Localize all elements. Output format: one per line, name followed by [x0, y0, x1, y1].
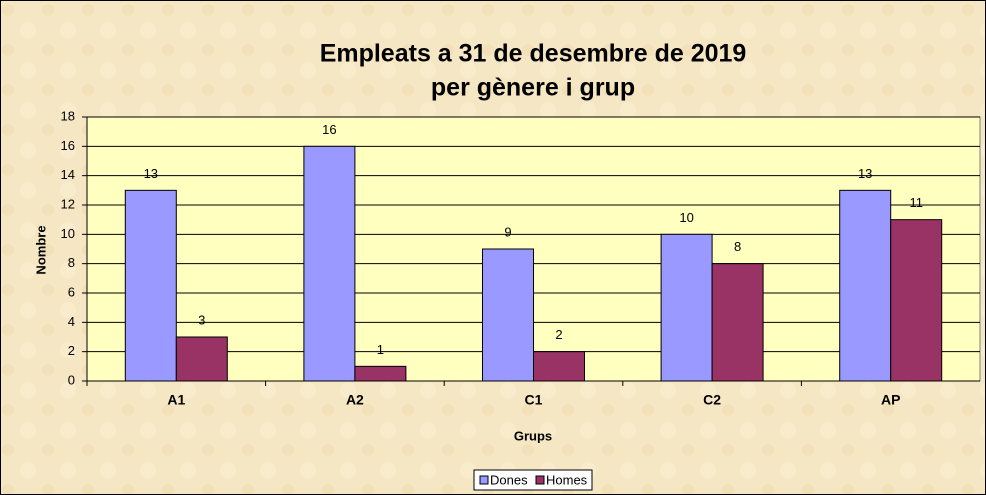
bar — [711, 263, 764, 382]
value-label: 3 — [198, 312, 205, 327]
legend-swatch — [479, 475, 489, 485]
y-tick-label: 12 — [61, 196, 75, 211]
x-tick-label: C2 — [703, 392, 721, 408]
value-label: 2 — [555, 327, 562, 342]
x-tick-label: AP — [881, 392, 900, 408]
bar — [303, 145, 356, 382]
legend-box — [473, 469, 593, 491]
x-tick-label: A1 — [167, 392, 185, 408]
bar — [660, 233, 713, 382]
chart-title: Empleats a 31 de desembre de 2019 — [320, 40, 747, 68]
value-label: 16 — [322, 122, 336, 137]
legend-swatch — [535, 475, 545, 485]
bar — [839, 189, 892, 382]
y-axis-label: Nombre — [33, 225, 48, 274]
x-tick-label: A2 — [346, 392, 364, 408]
legend-label: Dones — [490, 472, 528, 487]
y-tick-label: 4 — [68, 314, 75, 329]
value-label: 9 — [504, 224, 511, 239]
y-tick-label: 2 — [68, 343, 75, 358]
x-axis-label: Grups — [514, 428, 552, 443]
bar — [175, 336, 228, 382]
y-tick-label: 18 — [61, 108, 75, 123]
bar — [890, 219, 943, 382]
value-label: 1 — [377, 342, 384, 357]
bar — [124, 189, 177, 382]
legend-label: Homes — [546, 472, 588, 487]
bar — [533, 351, 585, 382]
value-label: 10 — [679, 210, 693, 225]
x-tick-label: C1 — [525, 392, 543, 408]
y-tick-label: 16 — [61, 138, 75, 153]
y-tick-label: 14 — [61, 167, 75, 182]
value-label: 8 — [734, 239, 741, 254]
value-label: 13 — [858, 166, 872, 181]
value-label: 11 — [909, 195, 923, 210]
value-label: 13 — [144, 166, 158, 181]
y-tick-label: 8 — [68, 255, 75, 270]
chart-title: per gènere i grup — [431, 74, 635, 102]
bar — [482, 248, 534, 382]
y-tick-label: 0 — [68, 372, 75, 387]
y-tick-label: 6 — [68, 284, 75, 299]
y-tick-label: 10 — [61, 226, 75, 241]
bar — [354, 365, 407, 382]
